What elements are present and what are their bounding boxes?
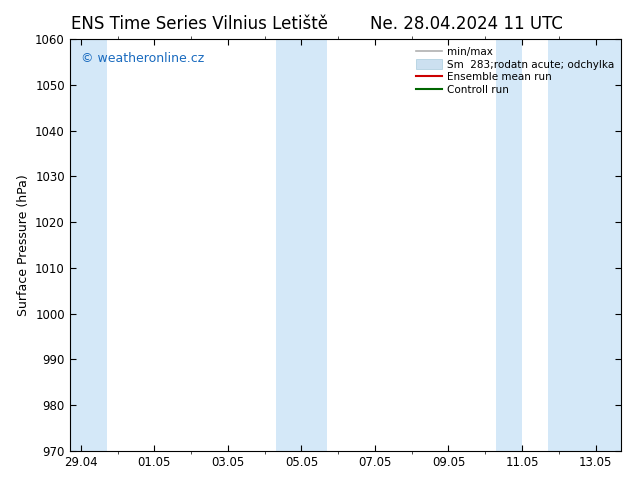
Legend: min/max, Sm  283;rodatn acute; odchylka, Ensemble mean run, Controll run: min/max, Sm 283;rodatn acute; odchylka, … [413, 45, 616, 98]
Text: © weatheronline.cz: © weatheronline.cz [81, 51, 204, 65]
Y-axis label: Surface Pressure (hPa): Surface Pressure (hPa) [16, 174, 30, 316]
Bar [70, 39, 107, 451]
Bar [548, 39, 621, 451]
Bar [496, 39, 522, 451]
Bar [276, 39, 327, 451]
Text: ENS Time Series Vilnius Letiště        Ne. 28.04.2024 11 UTC: ENS Time Series Vilnius Letiště Ne. 28.0… [71, 15, 563, 33]
